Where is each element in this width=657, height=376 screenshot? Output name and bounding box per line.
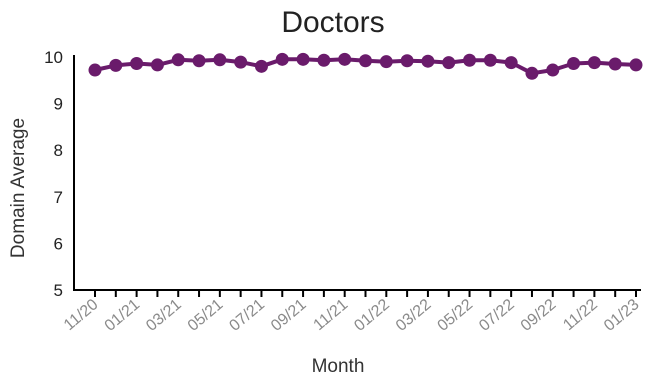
x-tick-label: 07/21 — [226, 296, 268, 335]
y-tick-label: 10 — [44, 48, 63, 67]
x-tick-label: 11/21 — [311, 296, 352, 334]
data-point — [213, 53, 227, 67]
data-point — [546, 63, 560, 77]
x-tick-label: 03/21 — [143, 296, 185, 335]
x-tick-label: 09/21 — [268, 296, 310, 335]
data-point — [150, 58, 164, 72]
data-point — [421, 54, 435, 68]
x-tick-label: 03/22 — [393, 296, 435, 335]
y-tick-label: 5 — [54, 281, 63, 300]
data-point — [338, 52, 352, 66]
data-point — [587, 56, 601, 70]
data-point — [171, 53, 185, 67]
x-tick-label: 01/22 — [351, 296, 393, 335]
data-point — [317, 53, 331, 67]
x-ticks: 11/20 01/21 03/21 05/21 07/21 09/21 11/21 01/22… — [61, 290, 643, 335]
axes — [73, 55, 641, 291]
x-tick-label: 09/22 — [518, 296, 560, 335]
x-tick-label: 07/22 — [476, 296, 518, 335]
data-point — [608, 57, 622, 71]
x-tick-label: 11/20 — [61, 296, 102, 334]
y-tick-label: 8 — [54, 141, 63, 160]
data-point — [567, 57, 581, 71]
data-point — [296, 52, 310, 66]
x-tick-label: 01/23 — [601, 296, 643, 335]
data-point — [525, 66, 539, 80]
x-axis-title: Month — [312, 356, 365, 376]
data-point — [629, 58, 643, 72]
data-point — [400, 54, 414, 68]
data-point — [463, 53, 477, 67]
data-point — [504, 56, 518, 70]
data-point — [130, 57, 144, 71]
data-point — [359, 54, 372, 68]
data-point — [88, 63, 102, 77]
data-point — [109, 58, 123, 72]
chart-title: Doctors — [281, 6, 384, 39]
data-point — [254, 59, 268, 73]
series-group — [88, 52, 643, 80]
y-tick-label: 9 — [54, 95, 63, 114]
x-tick-label: 01/21 — [102, 296, 144, 335]
data-point — [442, 56, 456, 70]
data-point — [234, 55, 248, 69]
x-tick-label: 05/21 — [185, 296, 227, 335]
y-ticks: 5 6 7 8 9 10 — [44, 48, 63, 300]
data-point — [379, 55, 393, 69]
data-point — [483, 53, 497, 67]
y-tick-label: 7 — [54, 188, 63, 207]
x-tick-label: 11/22 — [560, 296, 601, 334]
y-tick-label: 6 — [54, 234, 63, 253]
data-point — [275, 52, 289, 66]
data-point — [192, 54, 206, 68]
y-axis-title: Domain Average — [8, 118, 29, 258]
x-tick-label: 05/22 — [435, 296, 477, 335]
